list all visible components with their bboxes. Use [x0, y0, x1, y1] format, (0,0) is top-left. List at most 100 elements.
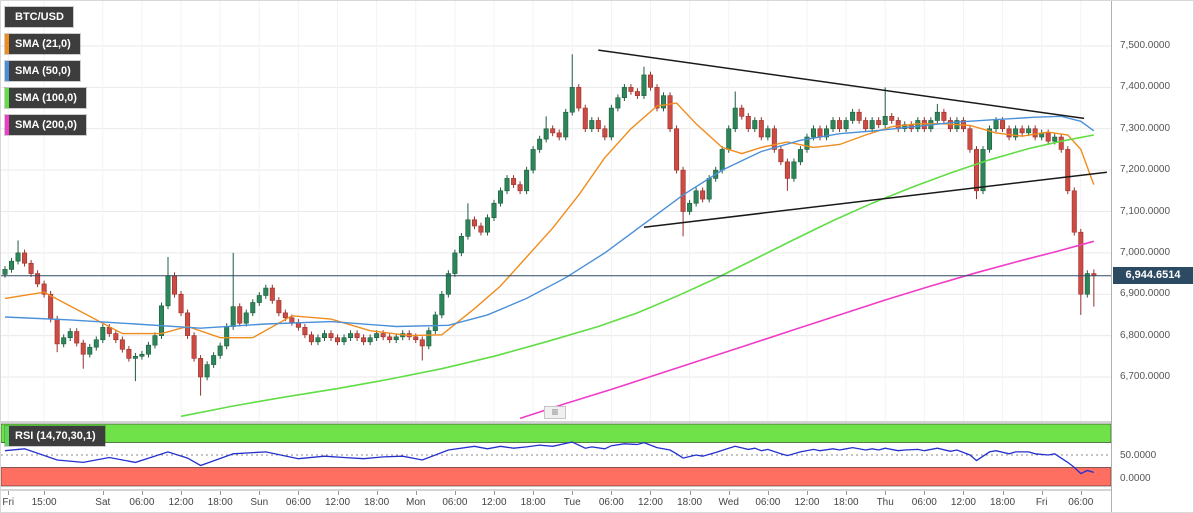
candle-body	[804, 136, 810, 150]
candle-body	[250, 302, 256, 314]
time-axis-label: 15:00	[31, 497, 57, 508]
time-axis-label: Fri	[1035, 497, 1048, 508]
symbol-badge[interactable]: BTC/USD	[5, 7, 73, 27]
candle-body	[1052, 136, 1058, 142]
time-axis-tick	[102, 491, 104, 495]
candle-body	[465, 219, 471, 237]
candle-body	[22, 252, 28, 264]
candle-body	[563, 111, 569, 138]
time-axis-tick	[141, 491, 143, 495]
legend-color-stripe	[5, 34, 9, 54]
rsi-label: RSI (14,70,30,1)	[15, 430, 96, 442]
time-axis-tick	[924, 491, 926, 495]
time-axis-label: Sat	[95, 497, 111, 508]
time-axis-label: 12:00	[637, 497, 663, 508]
candle-body	[1013, 128, 1019, 138]
candle-body	[237, 306, 243, 324]
time-axis-tick	[533, 491, 535, 495]
candle-body	[387, 336, 393, 341]
candle-body	[426, 330, 432, 347]
rsi-badge[interactable]: RSI (14,70,30,1)	[5, 426, 105, 446]
candle-body	[941, 111, 947, 121]
candle-body	[810, 128, 816, 138]
legend-color-stripe	[5, 115, 9, 135]
candle-body	[504, 178, 510, 192]
candle-body	[41, 283, 47, 295]
candle-body	[1006, 128, 1012, 138]
legend-sma-badge-1[interactable]: SMA (50,0)	[5, 61, 80, 81]
candle-body	[771, 128, 777, 150]
candle-body	[354, 333, 360, 338]
rsi-axis-label: 0.0000	[1120, 473, 1151, 484]
candle-body	[282, 312, 288, 319]
time-axis-tick	[376, 491, 378, 495]
candle-body	[765, 128, 771, 138]
candle-body	[256, 295, 262, 303]
candle-body	[432, 314, 438, 331]
legend-sma-badge-2[interactable]: SMA (100,0)	[5, 88, 86, 108]
candle-body	[458, 236, 464, 254]
time-axis-tick	[572, 491, 574, 495]
candle-body	[80, 342, 86, 355]
rsi-panel[interactable]: RSI (14,70,30,1)	[1, 423, 1111, 489]
candle-body	[348, 333, 354, 338]
price-tag: 6,944.6514	[1113, 267, 1193, 285]
candle-body	[178, 293, 184, 314]
rsi-stripe	[5, 426, 9, 446]
candle-body	[1000, 120, 1006, 130]
candle-body	[830, 120, 836, 130]
candle-body	[863, 120, 869, 130]
time-axis-label: Mon	[406, 497, 426, 508]
legend-sma-badge-3[interactable]: SMA (200,0)	[5, 115, 86, 135]
candle-body	[119, 339, 125, 350]
time-axis-tick	[885, 491, 887, 495]
price-panel[interactable]: BTC/USD SMA (21,0) SMA (50,0) SMA (100,0) S…	[1, 1, 1111, 421]
price-axis[interactable]: 6,944.6514 7,500.0000 7,400.0000 7,300.000…	[1112, 1, 1193, 421]
candle-body	[700, 190, 706, 200]
candle-body	[797, 149, 803, 163]
candle-body	[641, 74, 647, 96]
legend-sma-badge-0[interactable]: SMA (21,0)	[5, 34, 80, 54]
symbol-stripe	[5, 7, 9, 27]
candle-body	[158, 305, 164, 336]
time-axis-label: Tue	[563, 497, 581, 508]
legend-label: SMA (200,0)	[15, 119, 77, 131]
candle-body	[576, 87, 582, 109]
candle-body	[321, 333, 327, 338]
candle-body	[817, 128, 823, 138]
candle-body	[419, 339, 425, 347]
candle-body	[308, 334, 314, 343]
time-axis-label: 18:00	[833, 497, 859, 508]
candle-body	[139, 353, 145, 357]
candle-body	[973, 149, 979, 192]
candle-body	[67, 331, 73, 338]
time-axis-label: 12:00	[168, 497, 194, 508]
rsi-canvas	[1, 423, 1111, 487]
time-axis-tick	[963, 491, 965, 495]
candle-body	[100, 327, 106, 341]
candle-body	[537, 138, 543, 150]
candle-body	[921, 120, 927, 130]
price-axis-label: 6,900.0000	[1120, 288, 1171, 300]
candle-body	[556, 132, 562, 138]
candle-body	[452, 252, 458, 274]
legend-label: SMA (21,0)	[15, 38, 71, 50]
time-axis-label: Fri	[2, 497, 15, 508]
candle-body	[87, 346, 93, 355]
candle-body	[1045, 132, 1051, 142]
candle-body	[328, 333, 334, 338]
candle-body	[589, 120, 595, 130]
sma-200-line	[519, 240, 1095, 420]
rsi-axis-label: 50.0000	[1120, 450, 1157, 461]
candle-body	[739, 107, 745, 117]
candle-body	[987, 128, 993, 150]
right-axis-column: 6,944.6514 7,500.0000 7,400.0000 7,300.000…	[1111, 1, 1193, 512]
candle-body	[661, 95, 667, 109]
time-axis-label: 12:00	[794, 497, 820, 508]
trendline-lower	[643, 171, 1107, 228]
time-axis[interactable]: Fri 15:00 Sat 06:00 12:00 18:00 Sun 06:00 12:00 1…	[1, 491, 1111, 512]
time-axis-tick	[689, 491, 691, 495]
panel-resize-handle[interactable]: ≡	[544, 406, 566, 419]
price-axis-label: 7,100.0000	[1120, 205, 1171, 217]
candle-body	[550, 128, 556, 134]
